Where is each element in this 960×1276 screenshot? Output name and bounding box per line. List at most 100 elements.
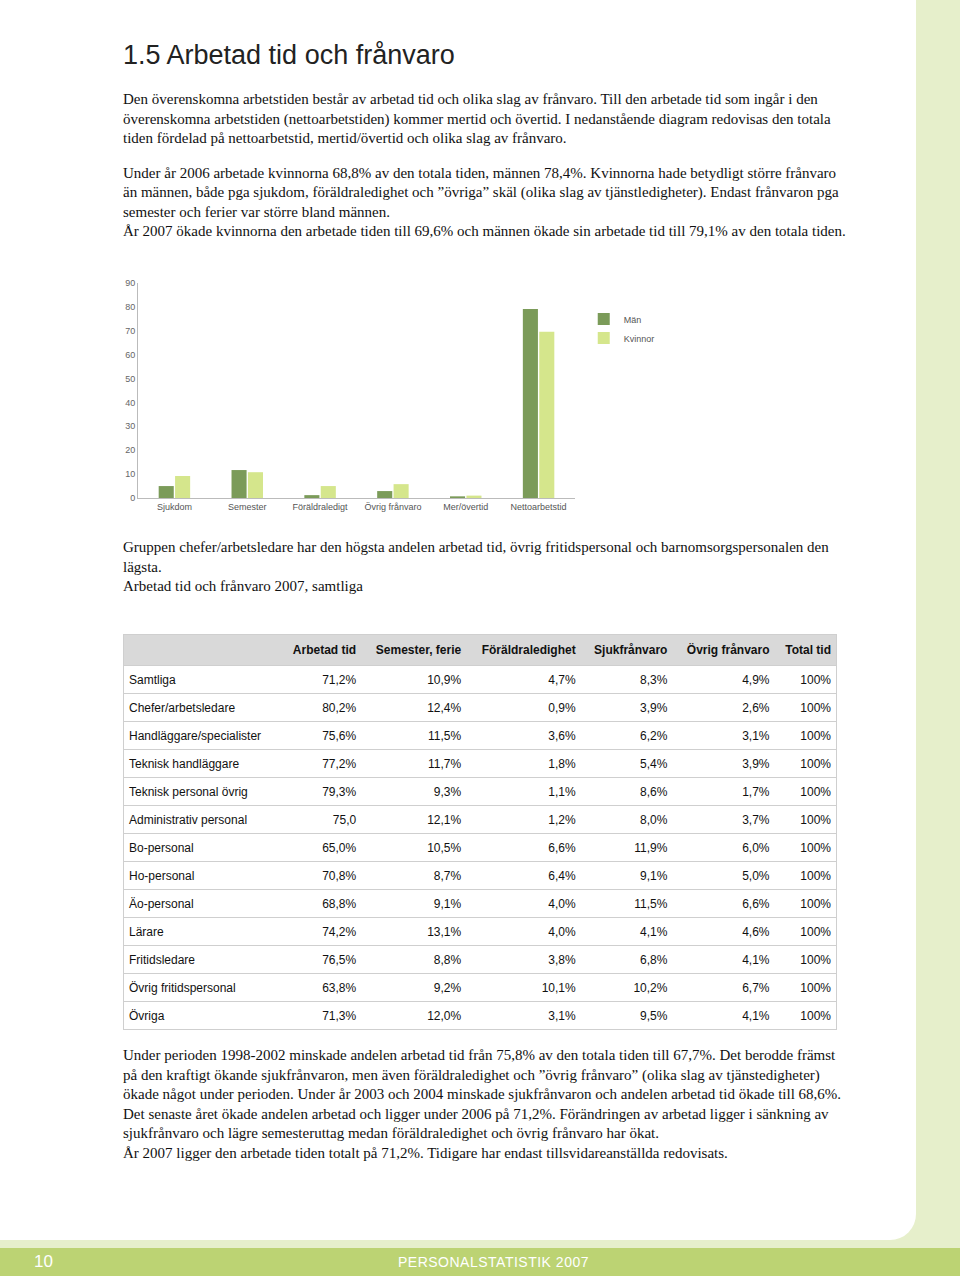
html-text:11,5%: 11,5% [634, 896, 668, 911]
html-text:12,1%: 12,1% [427, 812, 462, 827]
svg-text:10: 10 [125, 469, 135, 479]
html-text:Ho-personal: Ho-personal [129, 868, 195, 883]
html-text:76,5%: 76,5% [322, 952, 357, 967]
html-text:Under år 2006 arbetade kvinnor: Under år 2006 arbetade kvinnorna 68,8% a… [123, 164, 839, 220]
html-text:100%: 100% [800, 728, 831, 743]
html-text:4,7%: 4,7% [548, 672, 576, 687]
html-text:År 2007 ökade kvinnorna den ar: År 2007 ökade kvinnorna den arbetade tid… [123, 223, 846, 239]
html-text:4,9%: 4,9% [742, 672, 770, 687]
html-text:Teknisk handläggare: Teknisk handläggare [129, 756, 240, 771]
html-text:65,0%: 65,0% [322, 840, 357, 855]
html-text:Gruppen chefer/arbetsledare ha: Gruppen chefer/arbetsledare har den högs… [123, 539, 829, 575]
html-text:3,6%: 3,6% [548, 728, 576, 743]
html-text:10: 10 [34, 1252, 53, 1271]
svg-text:Föräldraledigt: Föräldraledigt [293, 502, 349, 512]
html-text:5,0%: 5,0% [742, 868, 770, 883]
svg-text:30: 30 [125, 421, 135, 431]
html-text:3,9%: 3,9% [742, 756, 770, 771]
html-text:0,9%: 0,9% [548, 700, 576, 715]
html-text:100%: 100% [800, 756, 831, 771]
html-text:8,6%: 8,6% [640, 784, 668, 799]
html-text:70,8%: 70,8% [322, 868, 357, 883]
html-text:8,0%: 8,0% [640, 812, 668, 827]
svg-text:Sjukdom: Sjukdom [157, 502, 192, 512]
html-text:100%: 100% [800, 700, 831, 715]
svg-text:20: 20 [125, 445, 135, 455]
html-text:100%: 100% [800, 896, 831, 911]
svg-text:70: 70 [125, 326, 135, 336]
html-text:6,6%: 6,6% [548, 840, 576, 855]
svg-text:Övrig frånvaro: Övrig frånvaro [364, 502, 421, 512]
html-text:11,7%: 11,7% [428, 756, 462, 771]
svg-text:40: 40 [125, 398, 135, 408]
html-text:Teknisk personal övrig: Teknisk personal övrig [129, 784, 248, 799]
html-text:Under perioden 1998-2002 minsk: Under perioden 1998-2002 minskade andele… [123, 1047, 842, 1141]
html-text:Handläggare/specialister: Handläggare/specialister [129, 728, 262, 743]
html-text:Lärare: Lärare [129, 924, 164, 939]
html-text:3,7%: 3,7% [742, 812, 770, 827]
svg-text:Semester: Semester [228, 502, 267, 512]
html-text:100%: 100% [800, 840, 831, 855]
svg-text:80: 80 [125, 302, 135, 312]
svg-text:0: 0 [130, 493, 135, 503]
html-text:4,0%: 4,0% [548, 924, 576, 939]
html-text:1.5 Arbetad tid och frånvaro: 1.5 Arbetad tid och frånvaro [123, 40, 455, 70]
html-text:11,5%: 11,5% [428, 728, 462, 743]
html-text:6,0%: 6,0% [742, 840, 770, 855]
html-text:71,2%: 71,2% [322, 672, 357, 687]
html-text:74,2%: 74,2% [322, 924, 357, 939]
html-text:100%: 100% [800, 812, 831, 827]
html-text:11,9%: 11,9% [634, 840, 668, 855]
html-text:100%: 100% [800, 784, 831, 799]
html-text:6,6%: 6,6% [742, 896, 770, 911]
html-text:Administrativ personal: Administrativ personal [129, 812, 248, 827]
html-text:Äo-personal: Äo-personal [129, 896, 194, 911]
html-text:13,1%: 13,1% [427, 924, 462, 939]
html-text:6,2%: 6,2% [640, 728, 668, 743]
html-text:1,7%: 1,7% [742, 784, 770, 799]
svg-text:50: 50 [125, 374, 135, 384]
html-text:År 2007 ligger den arbetade ti: År 2007 ligger den arbetade tiden totalt… [123, 1144, 728, 1161]
html-text:9,3%: 9,3% [433, 784, 462, 799]
svg-text:90: 90 [125, 278, 135, 288]
html-text:6,4%: 6,4% [548, 868, 576, 883]
html-text:4,6%: 4,6% [742, 924, 770, 939]
html-text:79,3%: 79,3% [322, 784, 357, 799]
html-text:10,9%: 10,9% [427, 672, 462, 687]
html-text:9,1%: 9,1% [640, 868, 668, 883]
html-text:100%: 100% [800, 868, 831, 883]
svg-text:Män: Män [624, 315, 642, 325]
html-text:1,1%: 1,1% [548, 784, 576, 799]
html-text:10,5%: 10,5% [427, 840, 462, 855]
html-text:2,6%: 2,6% [742, 700, 770, 715]
html-text:75,0: 75,0 [332, 812, 357, 827]
html-text:4,0%: 4,0% [548, 896, 576, 911]
html-text:1,8%: 1,8% [548, 756, 576, 771]
html-text:1,2%: 1,2% [548, 812, 576, 827]
html-text:80,2%: 80,2% [322, 700, 357, 715]
html-text:77,2%: 77,2% [322, 756, 357, 771]
html-text:Samtliga: Samtliga [129, 672, 176, 687]
html-text:5,4%: 5,4% [640, 756, 668, 771]
html-text:3,1%: 3,1% [742, 728, 770, 743]
html-text:Bo-personal: Bo-personal [129, 840, 194, 855]
svg-text:Mer/övertid: Mer/övertid [443, 502, 488, 512]
html-text:8,7%: 8,7% [433, 868, 462, 883]
svg-text:60: 60 [125, 350, 135, 360]
html-text:68,8%: 68,8% [322, 896, 357, 911]
html-text:9,1%: 9,1% [433, 896, 462, 911]
html-text:100%: 100% [800, 672, 831, 687]
html-text:Den överenskomna arbetstiden b: Den överenskomna arbetstiden består av a… [123, 91, 831, 146]
svg-text:Nettoarbetstid: Nettoarbetstid [511, 502, 567, 512]
svg-text:Kvinnor: Kvinnor [624, 334, 655, 344]
html-text:100%: 100% [800, 924, 831, 939]
html-text:4,1%: 4,1% [640, 924, 668, 939]
html-text:3,9%: 3,9% [640, 700, 668, 715]
html-text:8,3%: 8,3% [640, 672, 668, 687]
html-text:12,4%: 12,4% [427, 700, 462, 715]
html-text:PERSONALSTATISTIK 2007: PERSONALSTATISTIK 2007 [398, 1254, 589, 1270]
html-text:Chefer/arbetsledare: Chefer/arbetsledare [129, 700, 236, 715]
html-text:75,6%: 75,6% [322, 728, 357, 743]
html-text:Arbetad tid och frånvaro 2007,: Arbetad tid och frånvaro 2007, samtliga [123, 578, 363, 594]
html-text:Fritidsledare: Fritidsledare [129, 952, 195, 967]
